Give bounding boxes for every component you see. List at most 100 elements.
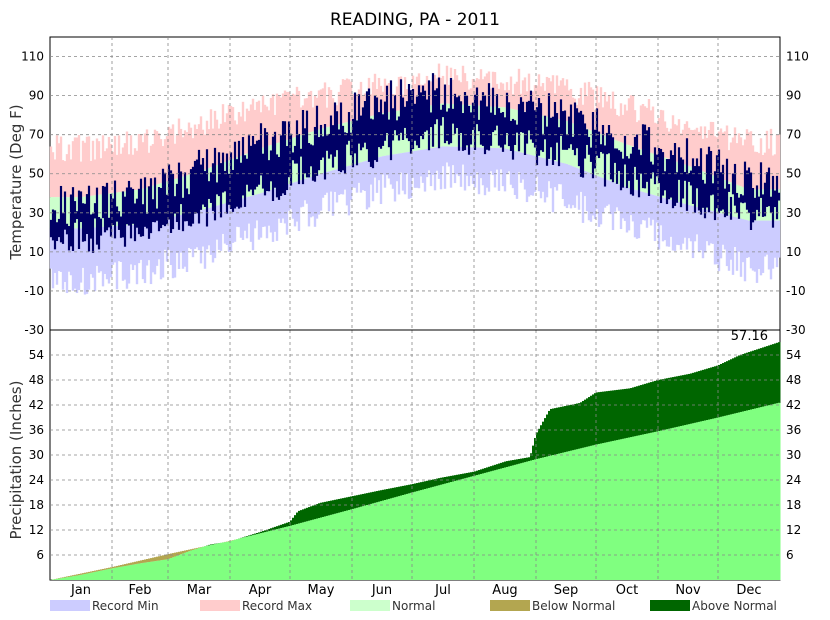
record-max-bar — [359, 81, 363, 119]
record-max-bar — [219, 123, 223, 164]
record-min-bar — [317, 174, 321, 215]
record-max-bar — [103, 151, 107, 195]
record-min-bar — [53, 228, 57, 273]
record-min-bar — [121, 225, 125, 281]
record-min-bar — [479, 147, 483, 179]
record-min-bar — [465, 147, 469, 176]
record-min-bar — [349, 165, 353, 201]
record-max-bar — [291, 93, 295, 138]
precip-base-bar — [130, 564, 133, 580]
record-min-bar — [513, 150, 517, 196]
above-normal-bar — [714, 366, 717, 419]
record-min-bar — [175, 216, 179, 254]
record-max-bar — [737, 133, 741, 186]
precip-base-bar — [198, 548, 201, 580]
record-max-bar — [645, 107, 649, 152]
above-normal-bar — [276, 526, 279, 530]
precip-base-bar — [292, 525, 295, 580]
above-normal-bar — [486, 467, 489, 473]
normal-bar — [403, 109, 407, 153]
record-max-bar — [729, 142, 733, 183]
above-normal-bar — [210, 544, 213, 545]
precip-base-bar — [290, 525, 293, 580]
record-max-bar — [211, 128, 215, 167]
precip-base-bar — [582, 447, 585, 580]
record-max-bar — [307, 92, 311, 133]
record-min-bar — [291, 182, 295, 219]
precip-base-bar — [350, 509, 353, 580]
above-normal-bar — [472, 471, 475, 477]
precip-base-bar — [596, 444, 599, 580]
above-normal-bar — [554, 408, 557, 455]
above-normal-bar — [282, 524, 285, 528]
precip-base-bar — [356, 507, 359, 580]
record-min-bar — [207, 208, 211, 246]
record-max-bar — [557, 85, 561, 120]
above-normal-bar — [452, 475, 455, 482]
record-min-bar — [527, 154, 531, 197]
precip-base-bar — [614, 440, 617, 580]
record-min-bar — [237, 199, 241, 228]
above-normal-bar — [522, 458, 525, 463]
precip-base-bar — [710, 419, 713, 580]
record-max-bar — [689, 129, 693, 167]
record-max-bar — [651, 106, 655, 154]
record-min-bar — [271, 189, 275, 242]
record-max-bar — [521, 80, 525, 112]
record-min-bar — [671, 200, 675, 251]
precip-base-bar — [94, 571, 97, 580]
above-normal-bar — [748, 352, 751, 410]
precip-base-bar — [324, 516, 327, 580]
record-min-bar — [357, 162, 361, 183]
precip-total-label: 57.16 — [731, 329, 768, 344]
record-max-bar — [387, 82, 391, 113]
above-normal-bar — [316, 504, 319, 519]
above-normal-bar — [594, 393, 597, 445]
record-min-bar — [323, 172, 327, 195]
record-min-bar — [645, 193, 649, 228]
record-min-bar — [767, 220, 771, 270]
above-normal-bar — [284, 523, 287, 528]
below-normal-bar — [162, 555, 165, 560]
above-normal-bar — [410, 484, 413, 493]
precip-base-bar — [92, 572, 95, 580]
record-max-bar — [273, 114, 277, 144]
above-normal-bar — [516, 459, 519, 465]
above-normal-bar — [286, 522, 289, 527]
record-max-bar — [51, 152, 55, 198]
precip-tick-label-left: 24 — [29, 473, 44, 487]
precip-base-bar — [454, 480, 457, 580]
above-normal-bar — [526, 457, 529, 462]
above-normal-bar — [326, 501, 329, 516]
above-normal-bar — [444, 476, 447, 484]
precip-base-bar — [676, 426, 679, 580]
precip-base-bar — [530, 460, 533, 580]
above-normal-bar — [686, 374, 689, 425]
above-normal-bar — [438, 478, 441, 486]
record-max-bar — [93, 159, 97, 196]
record-min-bar — [153, 221, 157, 275]
record-min-bar — [315, 175, 319, 219]
above-normal-bar — [492, 465, 495, 471]
record-max-bar — [355, 94, 359, 120]
above-normal-bar — [630, 388, 633, 438]
record-min-bar — [221, 204, 225, 234]
precip-tick-label-left: 12 — [29, 523, 44, 537]
above-normal-bar — [570, 404, 573, 451]
record-max-bar — [615, 114, 619, 141]
precip-base-bar — [564, 452, 567, 580]
record-max-bar — [263, 104, 267, 148]
above-normal-bar — [320, 502, 323, 518]
record-max-bar — [317, 90, 321, 130]
above-normal-bar — [610, 390, 613, 442]
record-max-bar — [95, 138, 99, 196]
record-max-bar — [649, 110, 653, 153]
record-max-bar — [567, 90, 571, 122]
record-min-bar — [609, 181, 613, 215]
temp-tick-label-left: 90 — [29, 89, 44, 103]
record-min-bar — [179, 215, 183, 253]
precip-base-bar — [96, 571, 99, 580]
legend-label: Normal — [392, 599, 435, 613]
above-normal-bar — [362, 493, 365, 507]
record-min-bar — [103, 226, 107, 274]
